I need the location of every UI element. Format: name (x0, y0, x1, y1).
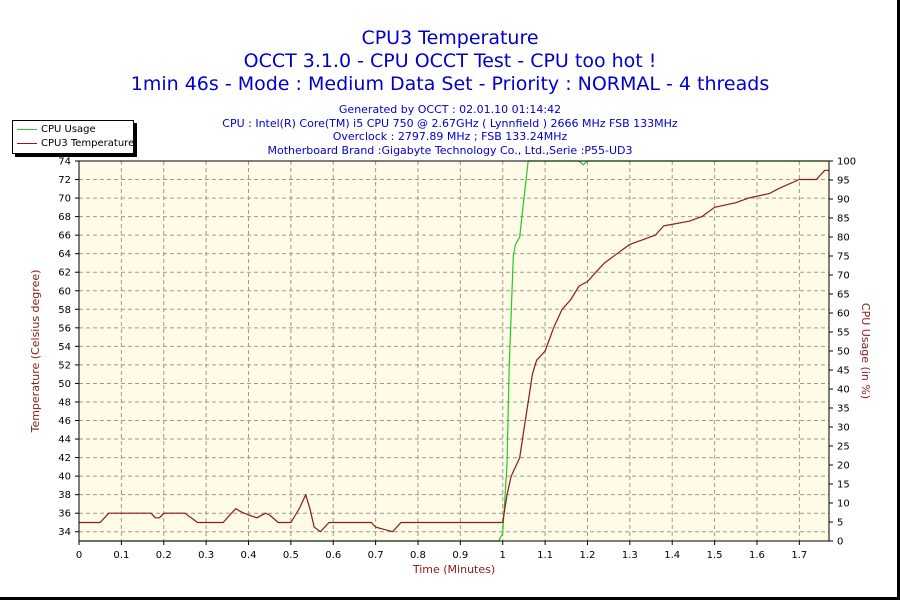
y-axis-label: Temperature (Celsius degree) (29, 270, 42, 434)
axis-ticks: 0 0.1 0.2 0.3 0.4 0.5 0.6 0.7 0.8 0.9 1 1.1 1.2 1.3 1.… (58, 157, 856, 562)
y2-tick-label: 0 (837, 537, 843, 548)
y2-tick-label: 60 (837, 309, 850, 320)
y-tick-label: 58 (58, 305, 71, 316)
chart-title: CPU3 Temperature (361, 27, 539, 49)
legend-swatch-cpu-usage (17, 129, 37, 130)
x-tick-label: 1.1 (537, 550, 553, 561)
y2-tick-label: 80 (837, 233, 850, 244)
y-tick-label: 42 (58, 453, 71, 464)
x-tick-label: 1.7 (791, 550, 807, 561)
y-tick-label: 56 (58, 323, 71, 334)
y-tick-label: 72 (58, 175, 71, 186)
y2-tick-label: 70 (837, 271, 850, 282)
x-tick-label: 0.7 (368, 550, 384, 561)
x-axis-label: Time (Minutes) (412, 563, 495, 576)
legend-item-cpu3-temperature: CPU3 Temperature (17, 137, 134, 150)
x-tick-label: 0.9 (452, 550, 468, 561)
y-tick-label: 62 (58, 268, 71, 279)
y-tick-label: 44 (58, 435, 71, 446)
x-tick-label: 0.1 (113, 550, 129, 561)
legend-label-cpu3-temperature: CPU3 Temperature (41, 138, 135, 149)
y-tick-label: 48 (58, 397, 71, 408)
chart-subtitle-test: OCCT 3.1.0 - CPU OCCT Test - CPU too hot… (243, 50, 657, 72)
series-lines (79, 160, 829, 542)
y-tick-label: 64 (58, 249, 71, 260)
y-tick-label: 54 (58, 342, 71, 353)
series-line-cpu3-temperature (79, 169, 829, 533)
y2-tick-label: 35 (837, 404, 850, 415)
y2-tick-label: 30 (837, 423, 850, 434)
legend-item-cpu-usage: CPU Usage (17, 123, 96, 136)
legend-swatch-cpu3-temperature (17, 143, 37, 144)
chart-subtitle-mode: 1min 46s - Mode : Medium Data Set - Prio… (130, 73, 770, 95)
y2-tick-label: 75 (837, 252, 850, 263)
x-tick-label: 0 (76, 550, 82, 561)
y2-tick-label: 100 (837, 157, 856, 168)
legend-label-cpu-usage: CPU Usage (41, 124, 96, 135)
x-tick-label: 1.2 (580, 550, 596, 561)
grid-lines (79, 161, 829, 541)
y-tick-label: 38 (58, 490, 71, 501)
y-tick-label: 40 (58, 472, 71, 483)
y-tick-label: 74 (58, 157, 71, 168)
x-tick-label: 1.4 (664, 550, 680, 561)
x-tick-label: 0.4 (241, 550, 257, 561)
x-tick-label: 1.5 (707, 550, 723, 561)
x-tick-label: 1 (500, 550, 506, 561)
y2-axis-label: CPU Usage (in %) (859, 303, 872, 399)
info-overclock: Overclock : 2797.89 MHz ; FSB 133.24MHz (332, 130, 568, 143)
chart-legend: CPU Usage CPU3 Temperature (12, 120, 134, 154)
y-tick-label: 52 (58, 360, 71, 371)
y-tick-label: 66 (58, 231, 71, 242)
y2-tick-label: 10 (837, 499, 850, 510)
y-tick-label: 36 (58, 509, 71, 520)
y2-tick-label: 95 (837, 176, 850, 187)
y-tick-label: 50 (58, 379, 71, 390)
y2-tick-label: 55 (837, 328, 850, 339)
y2-tick-label: 85 (837, 214, 850, 225)
y2-tick-label: 90 (837, 195, 850, 206)
info-motherboard: Motherboard Brand :Gigabyte Technology C… (267, 143, 633, 157)
y2-tick-label: 5 (837, 518, 843, 529)
x-tick-label: 1.3 (622, 550, 638, 561)
y-tick-label: 70 (58, 194, 71, 205)
y2-tick-label: 15 (837, 480, 850, 491)
y2-tick-label: 65 (837, 290, 850, 301)
x-tick-label: 0.6 (325, 550, 341, 561)
x-tick-label: 0.5 (283, 550, 299, 561)
x-tick-label: 0.3 (198, 550, 214, 561)
y-tick-label: 60 (58, 286, 71, 297)
info-generated: Generated by OCCT : 02.01.10 01:14:42 (338, 103, 562, 116)
y-tick-label: 68 (58, 212, 71, 223)
y2-tick-label: 50 (837, 347, 850, 358)
plot-area (79, 161, 829, 541)
y2-tick-label: 20 (837, 461, 850, 472)
y-tick-label: 34 (58, 527, 71, 538)
y2-tick-label: 25 (837, 442, 850, 453)
info-cpu: CPU : Intel(R) Core(TM) i5 CPU 750 @ 2.6… (222, 116, 678, 130)
y2-tick-label: 40 (837, 385, 850, 396)
x-tick-label: 0.8 (410, 550, 426, 561)
x-tick-label: 1.6 (749, 550, 765, 561)
x-tick-label: 0.2 (156, 550, 172, 561)
y2-tick-label: 45 (837, 366, 850, 377)
y-tick-label: 46 (58, 416, 71, 427)
